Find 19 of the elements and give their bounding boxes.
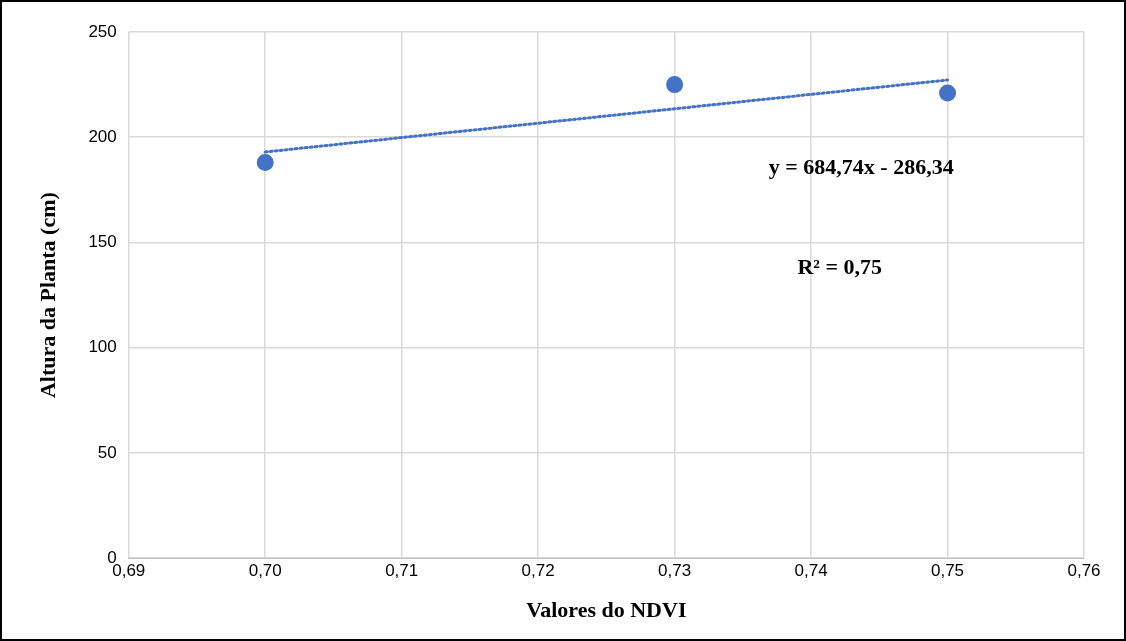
point bbox=[256, 154, 274, 171]
x-tick-label: 0,73 bbox=[658, 561, 692, 581]
annotation: y = 684,74x - 286,34 bbox=[768, 154, 954, 180]
y-tick-label: 200 bbox=[88, 126, 117, 146]
y-tick-label: 100 bbox=[88, 337, 117, 357]
annotation: R² = 0,75 bbox=[797, 254, 882, 280]
y-tick-label: 250 bbox=[88, 21, 117, 41]
x-tick-label: 0,74 bbox=[794, 561, 828, 581]
y-tick-label: 50 bbox=[97, 442, 117, 462]
point bbox=[666, 76, 684, 94]
x-tick-label: 0,76 bbox=[1067, 561, 1101, 581]
x-tick-label: 0,70 bbox=[248, 561, 282, 581]
y-axis-title: Altura da Planta (cm) bbox=[34, 192, 60, 399]
x-tick-label: 0,75 bbox=[930, 561, 965, 581]
x-axis-title: Valores do NDVI bbox=[526, 597, 687, 623]
point bbox=[939, 84, 957, 102]
y-tick-label: 150 bbox=[88, 232, 117, 252]
x-tick-label: 0,72 bbox=[521, 561, 555, 581]
x-tick-label: 0,71 bbox=[385, 561, 419, 581]
